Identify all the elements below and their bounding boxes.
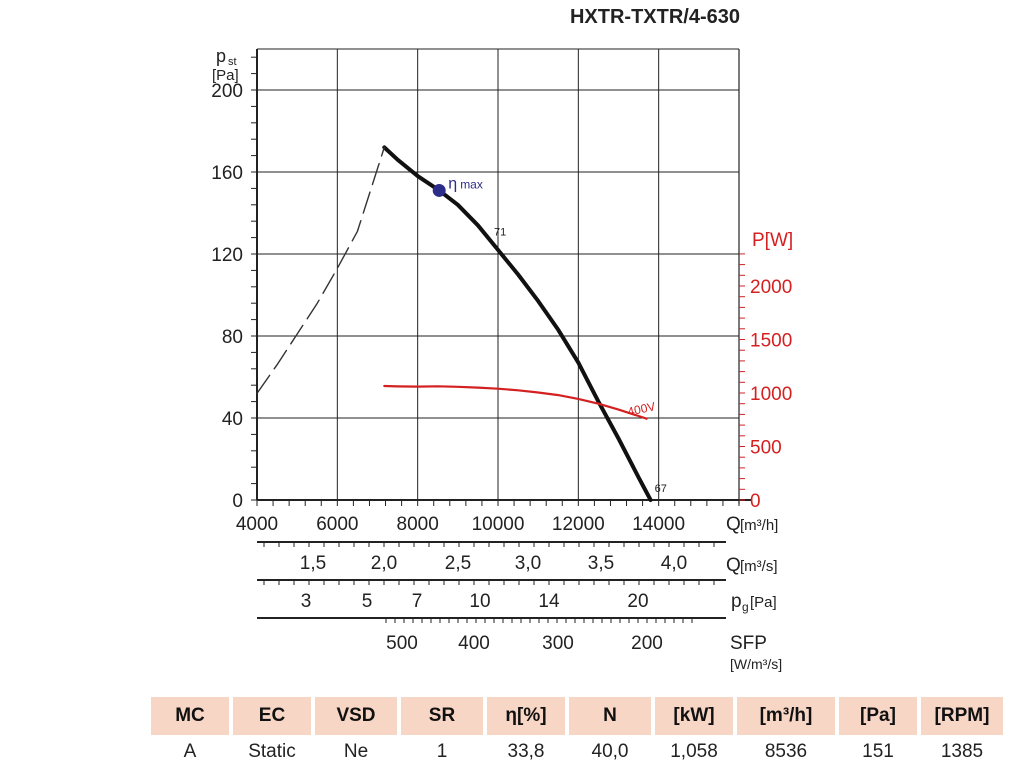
y2-tick-label: 1000 [750, 384, 792, 405]
x-tick-label: 6000 [316, 514, 358, 535]
table-header-cell: [RPM] [921, 697, 1003, 735]
table-cell: 1385 [940, 741, 984, 762]
scale-tick-label: 2,0 [371, 553, 397, 574]
scale-unit-sub: g [742, 600, 749, 614]
curve-point-label: 67 [655, 483, 667, 495]
scale-tick-label: 3,0 [515, 553, 541, 574]
scale-tick-label: 14 [538, 591, 560, 612]
y2-tick-label: 2000 [750, 277, 792, 298]
curves [256, 145, 653, 502]
table-cell: 151 [862, 741, 894, 762]
voltage-label: 400V [626, 399, 656, 419]
y-tick-label: 120 [211, 245, 243, 266]
unstable-region-curve [256, 146, 385, 395]
eta-max-label-sub: max [460, 177, 483, 191]
y-tick-label: 0 [232, 491, 243, 512]
scale-tick-label: 3 [301, 591, 312, 612]
scale-unit: SFP [730, 633, 767, 654]
scale-tick-label: 1,5 [300, 553, 326, 574]
table-cell: Static [248, 741, 296, 762]
x-tick-label: 4000 [236, 514, 278, 535]
fan-data-table: MC EC VSD SR η[%] N [kW] [m³/h] [Pa] [RPM] A Stati… [147, 697, 1007, 769]
y2-tick-label: 500 [750, 438, 782, 459]
curve-point-label: 71 [494, 227, 506, 239]
scale-tick-label: 5 [362, 591, 373, 612]
x-axis-label: Q [726, 514, 741, 535]
y-tick-label: 80 [222, 327, 243, 348]
x-tick-label: 14000 [632, 514, 685, 535]
y-tick-label: 200 [211, 81, 243, 102]
x-tick-label: 8000 [397, 514, 439, 535]
table-cell: Ne [343, 741, 369, 762]
y-tick-label: 160 [211, 163, 243, 184]
axis-labels: 0 40 80 120 160 200 p st[Pa] 0 500 1000 1500 2000 P[W… [211, 46, 793, 535]
scale-tick-label: 20 [627, 591, 648, 612]
table-cell: 40,0 [591, 741, 629, 762]
table-header-cell: η[%] [487, 697, 565, 735]
table-cell: 33,8 [507, 741, 545, 762]
power-curve [383, 384, 648, 420]
scale-tick-label: 7 [412, 591, 423, 612]
scale-tick-label: 4,0 [661, 553, 687, 574]
table-cell: 1 [436, 741, 448, 762]
table-row: A Static Ne 1 33,8 40,0 1,058 8536 151 1385 [151, 735, 1003, 769]
table-cell: 1,058 [670, 741, 718, 762]
pressure-curve [382, 145, 653, 502]
eta-max-label: η [448, 175, 457, 192]
scale-tick-label: 3,5 [588, 553, 614, 574]
table-header-cell: EC [233, 697, 311, 735]
scale-tick-label: 500 [386, 633, 418, 654]
table-header-cell: [Pa] [839, 697, 917, 735]
scale-unit-sub: [m³/s] [740, 558, 778, 575]
y2-tick-label: 1500 [750, 331, 792, 352]
table-header-cell: [m³/h] [737, 697, 835, 735]
eta-max-marker [432, 183, 446, 197]
table-header-cell: SR [401, 697, 483, 735]
y2-axis-label: P[W] [752, 230, 793, 251]
y-axis-label: p [216, 46, 226, 66]
minor-ticks [251, 56, 745, 506]
table-cell: 8536 [764, 741, 808, 762]
scale-unit-bracket: [Pa] [750, 594, 777, 611]
chart-title: HXTR-TXTR/4-630 [569, 6, 740, 28]
table-cell: A [183, 741, 197, 762]
table-header-row: MC EC VSD SR η[%] N [kW] [m³/h] [Pa] [RPM] [151, 697, 1003, 735]
x-tick-label: 12000 [552, 514, 605, 535]
scale-unit: p [731, 591, 742, 612]
scale-tick-label: 400 [458, 633, 490, 654]
x-tick-label: 10000 [472, 514, 525, 535]
scale-unit-sub: [W/m³/s] [730, 656, 782, 672]
grid-lines [256, 48, 752, 504]
table-header-cell: MC [151, 697, 229, 735]
scale-unit: Q [726, 555, 741, 576]
scale-tick-label: 300 [542, 633, 574, 654]
x-axis-unit: [m³/h] [740, 517, 778, 534]
table-header-cell: VSD [315, 697, 397, 735]
secondary-scales: 1,5 2,0 2,5 3,0 3,5 4,0 Q [m³/s] 3 5 7 10 14 20 p g [Pa]… [257, 541, 782, 672]
table-header-cell: [kW] [655, 697, 733, 735]
y-tick-label: 40 [222, 409, 243, 430]
scale-tick-label: 2,5 [445, 553, 471, 574]
table-header-cell: N [569, 697, 651, 735]
y-axis-label-sub: st [228, 56, 237, 68]
scale-tick-label: 200 [631, 633, 663, 654]
scale-tick-label: 10 [469, 591, 490, 612]
y-axis-unit: [Pa] [212, 67, 239, 84]
y2-tick-label: 0 [750, 491, 761, 512]
